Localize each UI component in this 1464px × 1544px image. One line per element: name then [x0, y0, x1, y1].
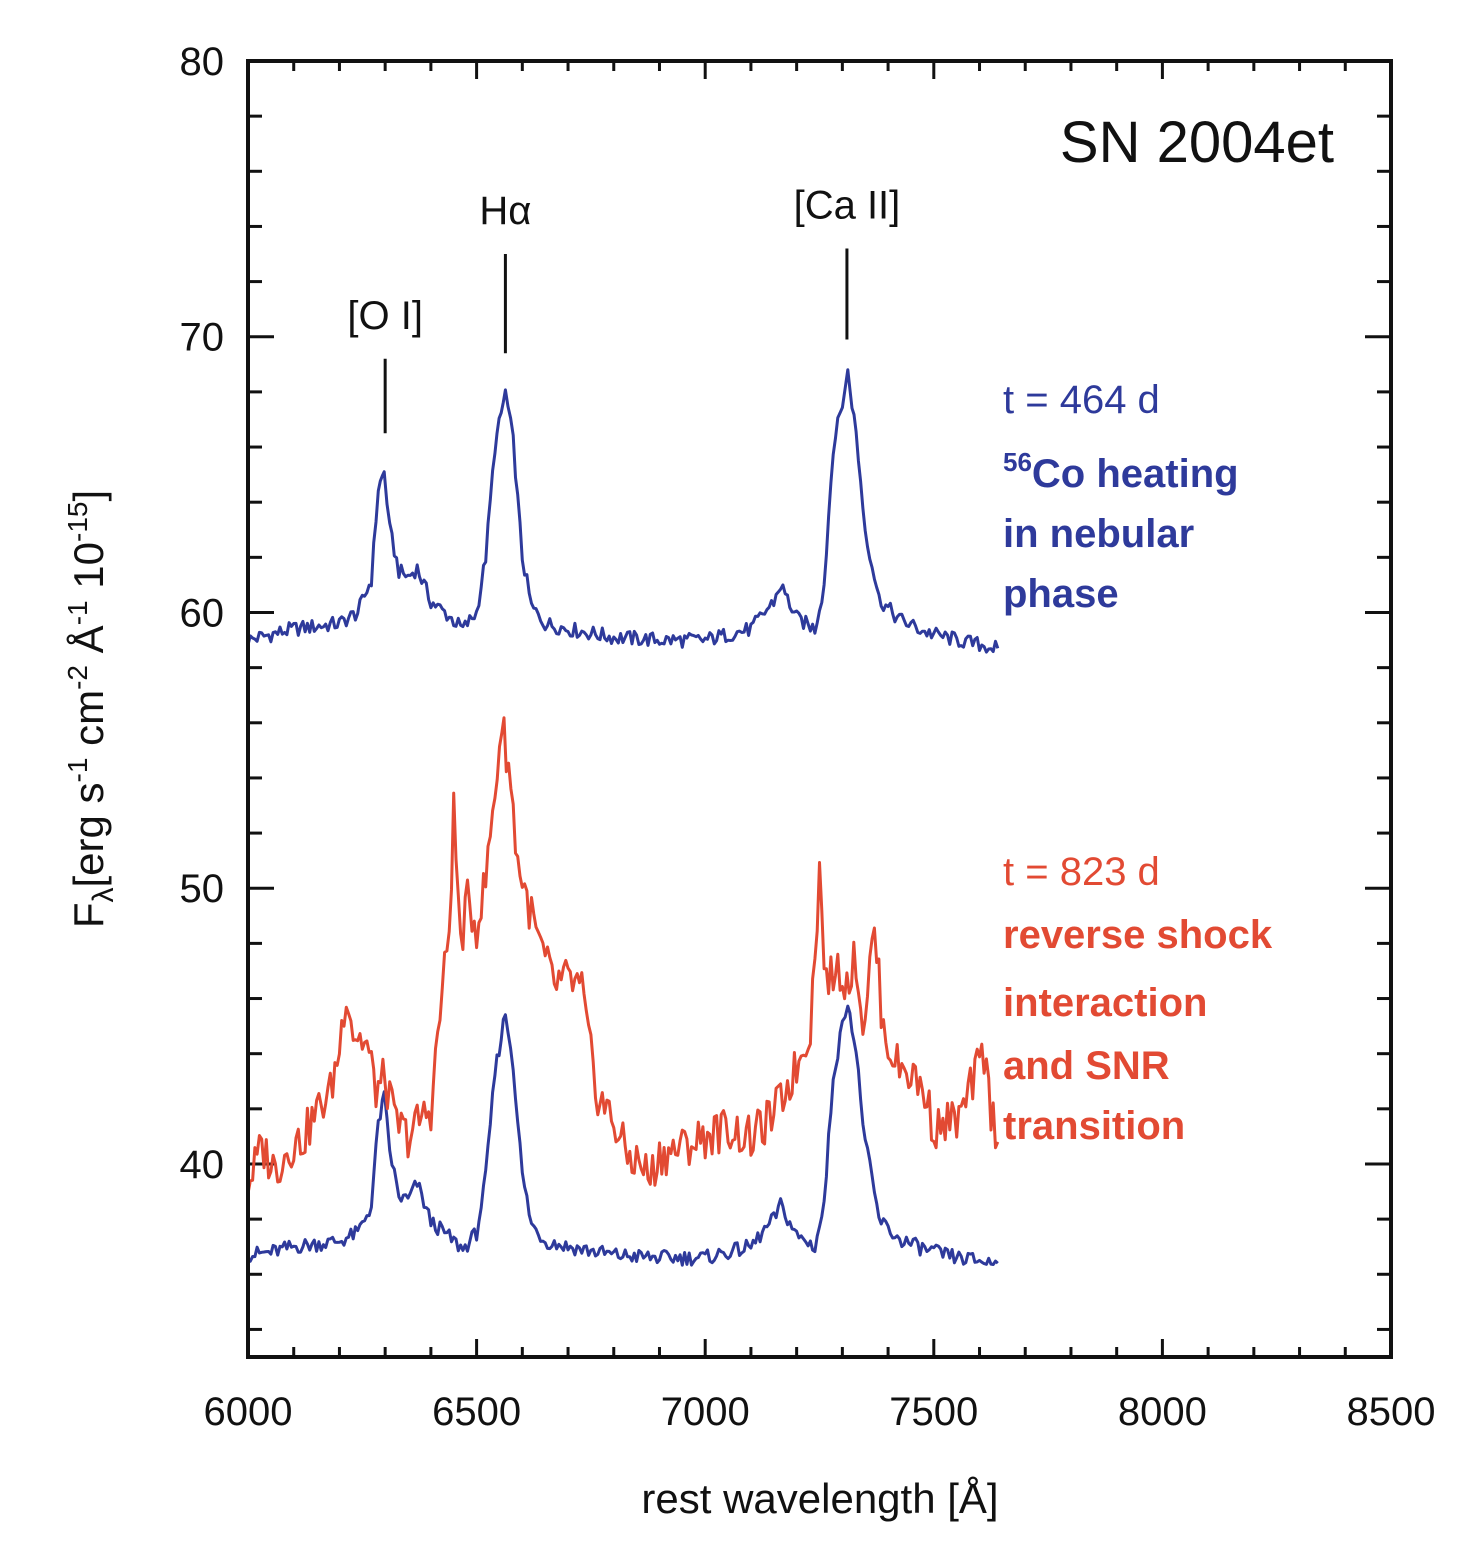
annotation-823d-line1: reverse shock — [1003, 913, 1273, 957]
series-line-2 — [246, 716, 1000, 1194]
annotation-823d-line2: interaction — [1003, 981, 1207, 1025]
chart-title: SN 2004et — [1060, 110, 1334, 175]
annotation-464d-line1: 56Co heating — [1003, 447, 1239, 496]
line-id-label: [O I] — [347, 294, 423, 338]
x-tick-label: 6000 — [204, 1390, 293, 1434]
y-axis-subscript: λ — [87, 887, 120, 902]
line-id-label: [Ca II] — [794, 184, 901, 228]
series-line-1 — [247, 1004, 999, 1267]
y-axis-units-5: -1 — [62, 600, 93, 625]
annotation-464d-line3: phase — [1003, 572, 1119, 616]
annotation-823d: t = 823 d reverse shock interaction and … — [1003, 850, 1273, 1148]
annotation-823d-line3: and SNR — [1003, 1044, 1170, 1088]
y-axis-units-0: [erg s — [65, 782, 112, 887]
x-tick-label: 6500 — [432, 1390, 521, 1434]
x-tick-label: 7500 — [889, 1390, 978, 1434]
annotation-823d-epoch: t = 823 d — [1003, 850, 1160, 894]
line-identifications: [O I] Hα [Ca II] — [347, 184, 900, 434]
x-axis-title: rest wavelength [Å] — [641, 1475, 998, 1522]
series-layer — [246, 368, 1000, 1267]
y-tick-label: 70 — [180, 316, 225, 360]
x-tick-labels: 6000 6500 7000 7500 8000 8500 — [204, 1390, 1436, 1434]
series-line-0 — [246, 368, 1000, 654]
y-axis-units-1: -1 — [62, 758, 93, 783]
y-tick-label: 60 — [180, 591, 225, 635]
y-tick-label: 40 — [180, 1143, 225, 1187]
x-tick-label: 8000 — [1118, 1390, 1207, 1434]
y-axis-units-8: ] — [65, 490, 112, 502]
annotation-464d-line2: in nebular — [1003, 512, 1194, 556]
x-tick-label: 7000 — [661, 1390, 750, 1434]
y-axis-units-6: 10 — [65, 542, 112, 600]
annotation-464d-sup: 56 — [1003, 447, 1032, 477]
y-tick-labels: 40 50 60 70 80 — [180, 40, 225, 1187]
plot-frame — [246, 59, 1393, 1359]
line-id-label: Hα — [479, 189, 531, 233]
y-axis-symbol: F — [65, 902, 112, 928]
tick-marks — [246, 59, 1393, 1357]
y-tick-label: 50 — [180, 867, 225, 911]
y-axis-units-3: -2 — [62, 665, 93, 690]
y-axis-units-2: cm — [65, 690, 112, 758]
y-axis-units-7: -15 — [62, 502, 93, 542]
y-axis-units-4: Å — [65, 625, 112, 665]
annotation-464d: t = 464 d 56Co heating in nebular phase — [1003, 378, 1239, 616]
annotation-464d-line1-text: Co heating — [1032, 452, 1239, 496]
x-tick-label: 8500 — [1347, 1390, 1436, 1434]
y-tick-label: 80 — [180, 40, 225, 84]
y-axis-title: Fλ[erg s-1 cm-2 Å-1 10-15] — [62, 490, 120, 928]
annotation-464d-epoch: t = 464 d — [1003, 378, 1160, 422]
annotation-823d-line4: transition — [1003, 1104, 1185, 1148]
